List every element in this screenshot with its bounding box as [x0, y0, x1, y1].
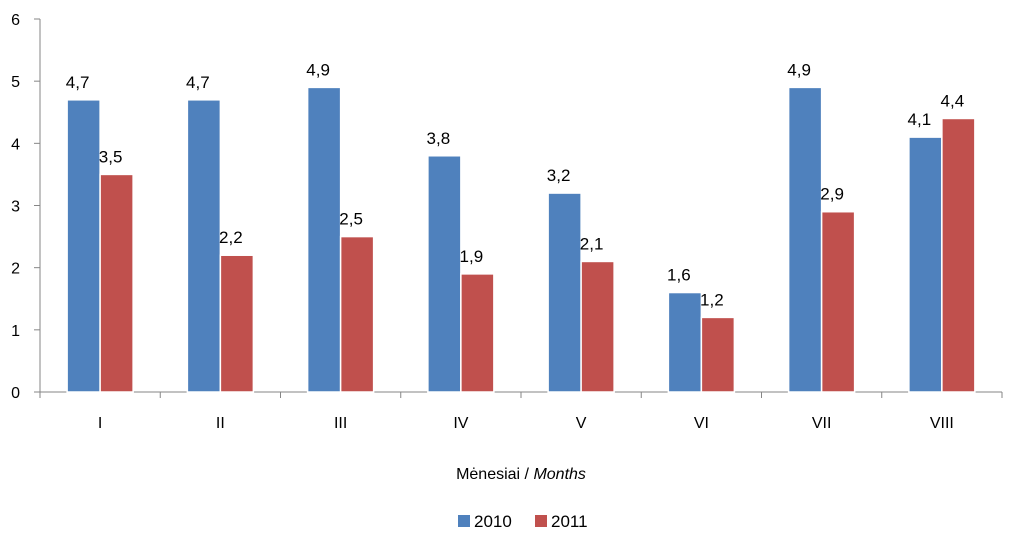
y-tick-label: 0: [11, 385, 20, 402]
bar-2010-II: [186, 99, 222, 393]
x-tick-label: I: [98, 415, 102, 432]
x-axis-title-italic: Months: [533, 466, 585, 483]
legend-swatch-2011: [535, 515, 547, 527]
bar-2010-VIII: [908, 136, 943, 393]
bar-2010-VII: [787, 86, 823, 393]
data-label-2010-I: 4,7: [66, 73, 90, 92]
x-tick-label: II: [216, 415, 225, 432]
bar-2011-IV: [460, 273, 495, 393]
data-label-2010-II: 4,7: [186, 73, 210, 92]
x-tick-label: IV: [453, 415, 468, 432]
y-tick-label: 4: [11, 136, 20, 153]
x-tick-label: VII: [812, 415, 832, 432]
data-label-2010-VI: 1,6: [667, 266, 691, 285]
y-tick-label: 6: [11, 12, 20, 29]
x-tick-label: III: [334, 415, 347, 432]
x-axis-title-plain: Mėnesiai /: [456, 466, 533, 483]
x-axis-title: Mėnesiai / Months: [456, 466, 586, 483]
bar-2011-VI: [700, 316, 736, 393]
data-label-2011-VIII: 4,4: [941, 91, 965, 110]
bar-2011-VII: [820, 210, 856, 393]
y-tick-label: 2: [11, 261, 20, 278]
bar-2010-III: [306, 86, 342, 393]
data-label-2011-II: 2,2: [219, 228, 243, 247]
bars-group: [66, 86, 976, 393]
bar-2010-I: [66, 99, 101, 393]
bar-2011-V: [580, 260, 615, 393]
x-tick-label: VIII: [930, 415, 954, 432]
data-label-2011-V: 2,1: [580, 234, 604, 253]
y-tick-label: 5: [11, 74, 20, 91]
y-tick-label: 3: [11, 199, 20, 216]
bar-2010-VI: [667, 291, 703, 393]
bar-2011-II: [219, 254, 255, 393]
x-tick-label: VI: [694, 415, 709, 432]
legend-label-2010: 2010: [474, 512, 512, 531]
data-label-2011-I: 3,5: [99, 147, 123, 166]
data-label-2010-V: 3,2: [547, 166, 571, 185]
legend-label-2011: 2011: [551, 512, 588, 531]
data-label-2010-IV: 3,8: [427, 129, 451, 148]
data-label-2010-VII: 4,9: [787, 60, 811, 79]
data-label-2011-III: 2,5: [339, 210, 363, 229]
bar-2011-I: [99, 173, 134, 393]
y-tick-label: 1: [11, 323, 20, 340]
data-label-2011-VII: 2,9: [820, 185, 844, 204]
bar-2011-VIII: [941, 117, 976, 393]
bar-2011-III: [339, 235, 375, 393]
bar-2010-IV: [427, 155, 462, 393]
data-label-2010-III: 4,9: [306, 60, 330, 79]
x-tick-label: V: [576, 415, 587, 432]
data-label-2011-VI: 1,2: [700, 290, 724, 309]
data-label-2011-IV: 1,9: [460, 247, 484, 266]
data-label-2010-VIII: 4,1: [908, 110, 932, 129]
legend: 2010 2011: [458, 512, 588, 531]
x-axis: I II III IV V VI VII VIII: [39, 391, 1003, 432]
legend-swatch-2010: [458, 515, 470, 527]
data-labels-group: 4,7 3,5 4,7 2,2 4,9 2,5 3,8 1,9 3,2 2,1 1,6 1,2 4,9 2…: [66, 60, 964, 309]
bar-2010-V: [547, 192, 582, 393]
y-axis: 0 1 2 3 4 5 6: [11, 12, 41, 402]
